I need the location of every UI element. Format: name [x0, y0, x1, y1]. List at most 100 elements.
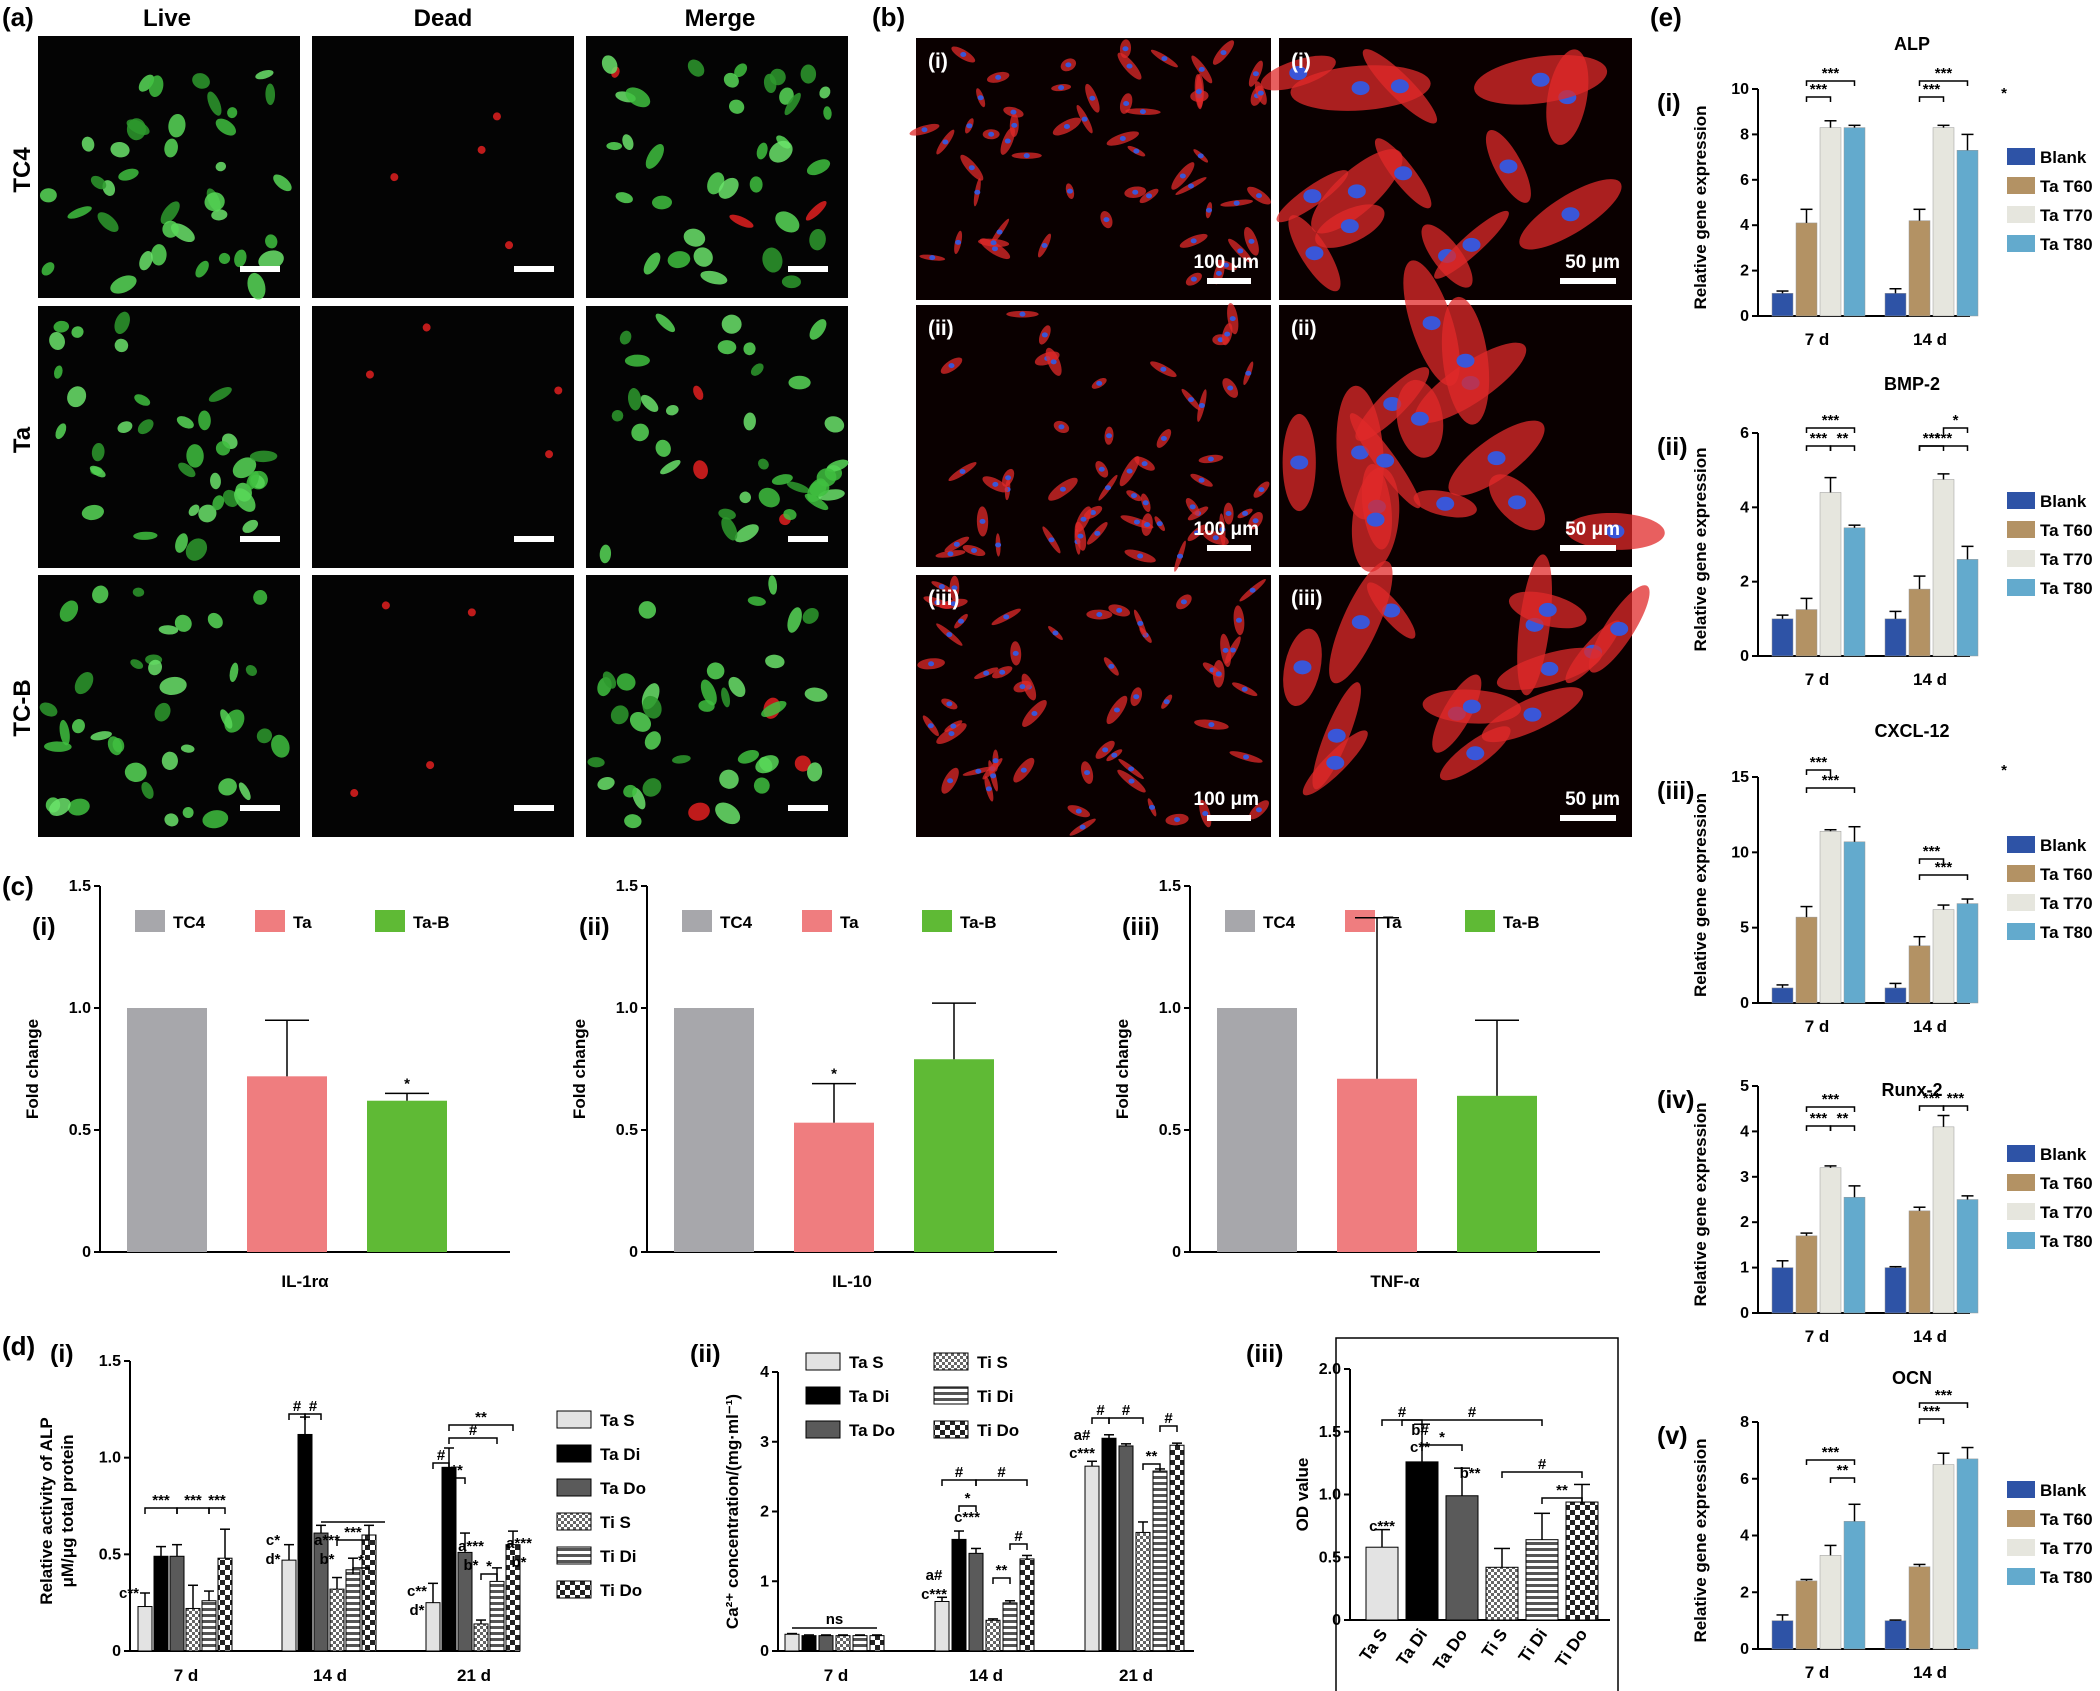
cell-blob: [215, 118, 237, 136]
nucleus: [1052, 630, 1059, 636]
bar-ti-di: [489, 1580, 505, 1652]
significance-bracket: [1805, 769, 1832, 775]
legend-swatch: [2007, 1203, 2035, 1220]
nucleus: [1146, 193, 1153, 199]
nucleus: [1242, 510, 1249, 516]
bar-ta-do: [968, 1552, 984, 1652]
legend-swatch: [2007, 550, 2035, 567]
bar-ta-t80: [1843, 841, 1866, 1004]
nucleus: [1223, 262, 1230, 268]
significance-label: c**: [407, 1583, 427, 1600]
legend-swatch: [2007, 1539, 2035, 1556]
cell-blob: [161, 751, 178, 770]
significance-label: ***: [208, 1492, 226, 1509]
nucleus: [951, 585, 958, 591]
cell-blob: [390, 173, 399, 182]
cell-blob: [687, 59, 705, 77]
bar-ta-di: [801, 1635, 817, 1652]
y-tick-label: 4: [760, 1364, 769, 1381]
significance-bracket: [1918, 858, 1945, 864]
significance-label: d*: [266, 1551, 281, 1568]
y-tick-label: 0.5: [616, 1122, 638, 1139]
cell-blob: [139, 251, 153, 271]
nucleus: [1205, 207, 1212, 213]
cell-blob: [758, 487, 780, 508]
nucleus: [1382, 603, 1401, 618]
nucleus: [1084, 770, 1091, 776]
cell-blob: [207, 91, 222, 116]
y-tick-label: 0: [1740, 1305, 1749, 1322]
nucleus: [999, 669, 1006, 675]
cell-blob: [365, 370, 374, 379]
cell-blob: [91, 443, 105, 462]
cell-blob: [168, 113, 186, 138]
nucleus: [1188, 183, 1195, 189]
cell-blob: [644, 731, 661, 750]
cell-blob: [49, 331, 65, 350]
significance-bracket: [975, 1479, 1028, 1486]
cell-blob: [545, 450, 554, 459]
nucleus: [1376, 453, 1395, 468]
cell-blob: [188, 504, 200, 517]
y-tick-label: 6: [1740, 172, 1749, 189]
cell-blob: [227, 107, 238, 119]
cell-blob: [198, 410, 211, 431]
bar-ti-di: [852, 1635, 868, 1652]
cell-blob: [655, 313, 676, 333]
chart-c-iii: (iii) 0 0.5 1.0 1.5 Fold change TNF-α TC4 Ta Ta-B: [1113, 878, 1600, 1291]
cell-blob: [271, 734, 290, 758]
nucleus: [1041, 332, 1048, 338]
bar-ta-t80: [1956, 903, 1979, 1004]
cell-blob: [693, 385, 704, 400]
scale-bar: [514, 536, 554, 542]
significance-label: a#: [1074, 1427, 1091, 1444]
y-tick-label: 1: [1740, 1260, 1749, 1277]
nucleus: [1245, 370, 1252, 376]
cell-blob: [212, 495, 225, 511]
nucleus: [1508, 495, 1527, 510]
cell-blob: [148, 659, 162, 676]
nucleus: [1163, 699, 1170, 705]
y-tick-label: 1: [760, 1573, 769, 1590]
significance-label: ***: [1810, 81, 1828, 98]
nucleus: [942, 139, 949, 145]
cell-blob: [133, 531, 158, 540]
cell-blob: [204, 192, 225, 212]
significance-bracket: [448, 1477, 466, 1484]
bar-ta-do: [1118, 1445, 1134, 1652]
nucleus: [966, 123, 973, 129]
legend-swatch: [682, 910, 712, 932]
bar-ta-t70: [1932, 127, 1955, 317]
nucleus: [995, 74, 1002, 80]
micrograph-bg: [586, 306, 848, 568]
nucleus: [1466, 746, 1485, 761]
nucleus: [1004, 138, 1011, 144]
significance-label: d*: [410, 1602, 425, 1619]
nucleus: [988, 131, 995, 137]
y-axis-label: Ca²⁺ concentration/(mg·ml⁻¹): [723, 1394, 742, 1629]
nucleus: [992, 481, 999, 487]
legend-label: Blank: [2040, 1481, 2087, 1500]
nucleus: [1160, 366, 1167, 372]
significance-label: *: [486, 1558, 492, 1575]
bar-blank: [1771, 1620, 1794, 1650]
cell-blob: [715, 802, 741, 825]
legend-swatch: [135, 910, 165, 932]
nucleus: [1098, 466, 1105, 472]
significance-label: b**: [1460, 1465, 1481, 1482]
cell-blob: [185, 538, 208, 561]
nucleus: [929, 255, 936, 261]
cell-blob: [729, 214, 754, 228]
y-tick-label: 10: [1731, 844, 1749, 861]
x-tick-label: Ta Do: [1429, 1625, 1471, 1674]
significance-label: c***: [1069, 1445, 1095, 1462]
micrograph-bg: [312, 36, 574, 298]
nucleus: [1023, 153, 1030, 159]
bar-ta-t60: [1795, 1580, 1818, 1650]
significance-bracket: [448, 1424, 514, 1431]
cell-blob: [611, 409, 624, 422]
nucleus: [1133, 519, 1140, 525]
micrograph-bg: [38, 36, 300, 298]
chart-e-v: (v) OCN 0 2 4 6 8 Relative gene expression 7 d 14…: [1657, 1368, 2093, 1682]
significance-label: ***: [1923, 1403, 1941, 1420]
